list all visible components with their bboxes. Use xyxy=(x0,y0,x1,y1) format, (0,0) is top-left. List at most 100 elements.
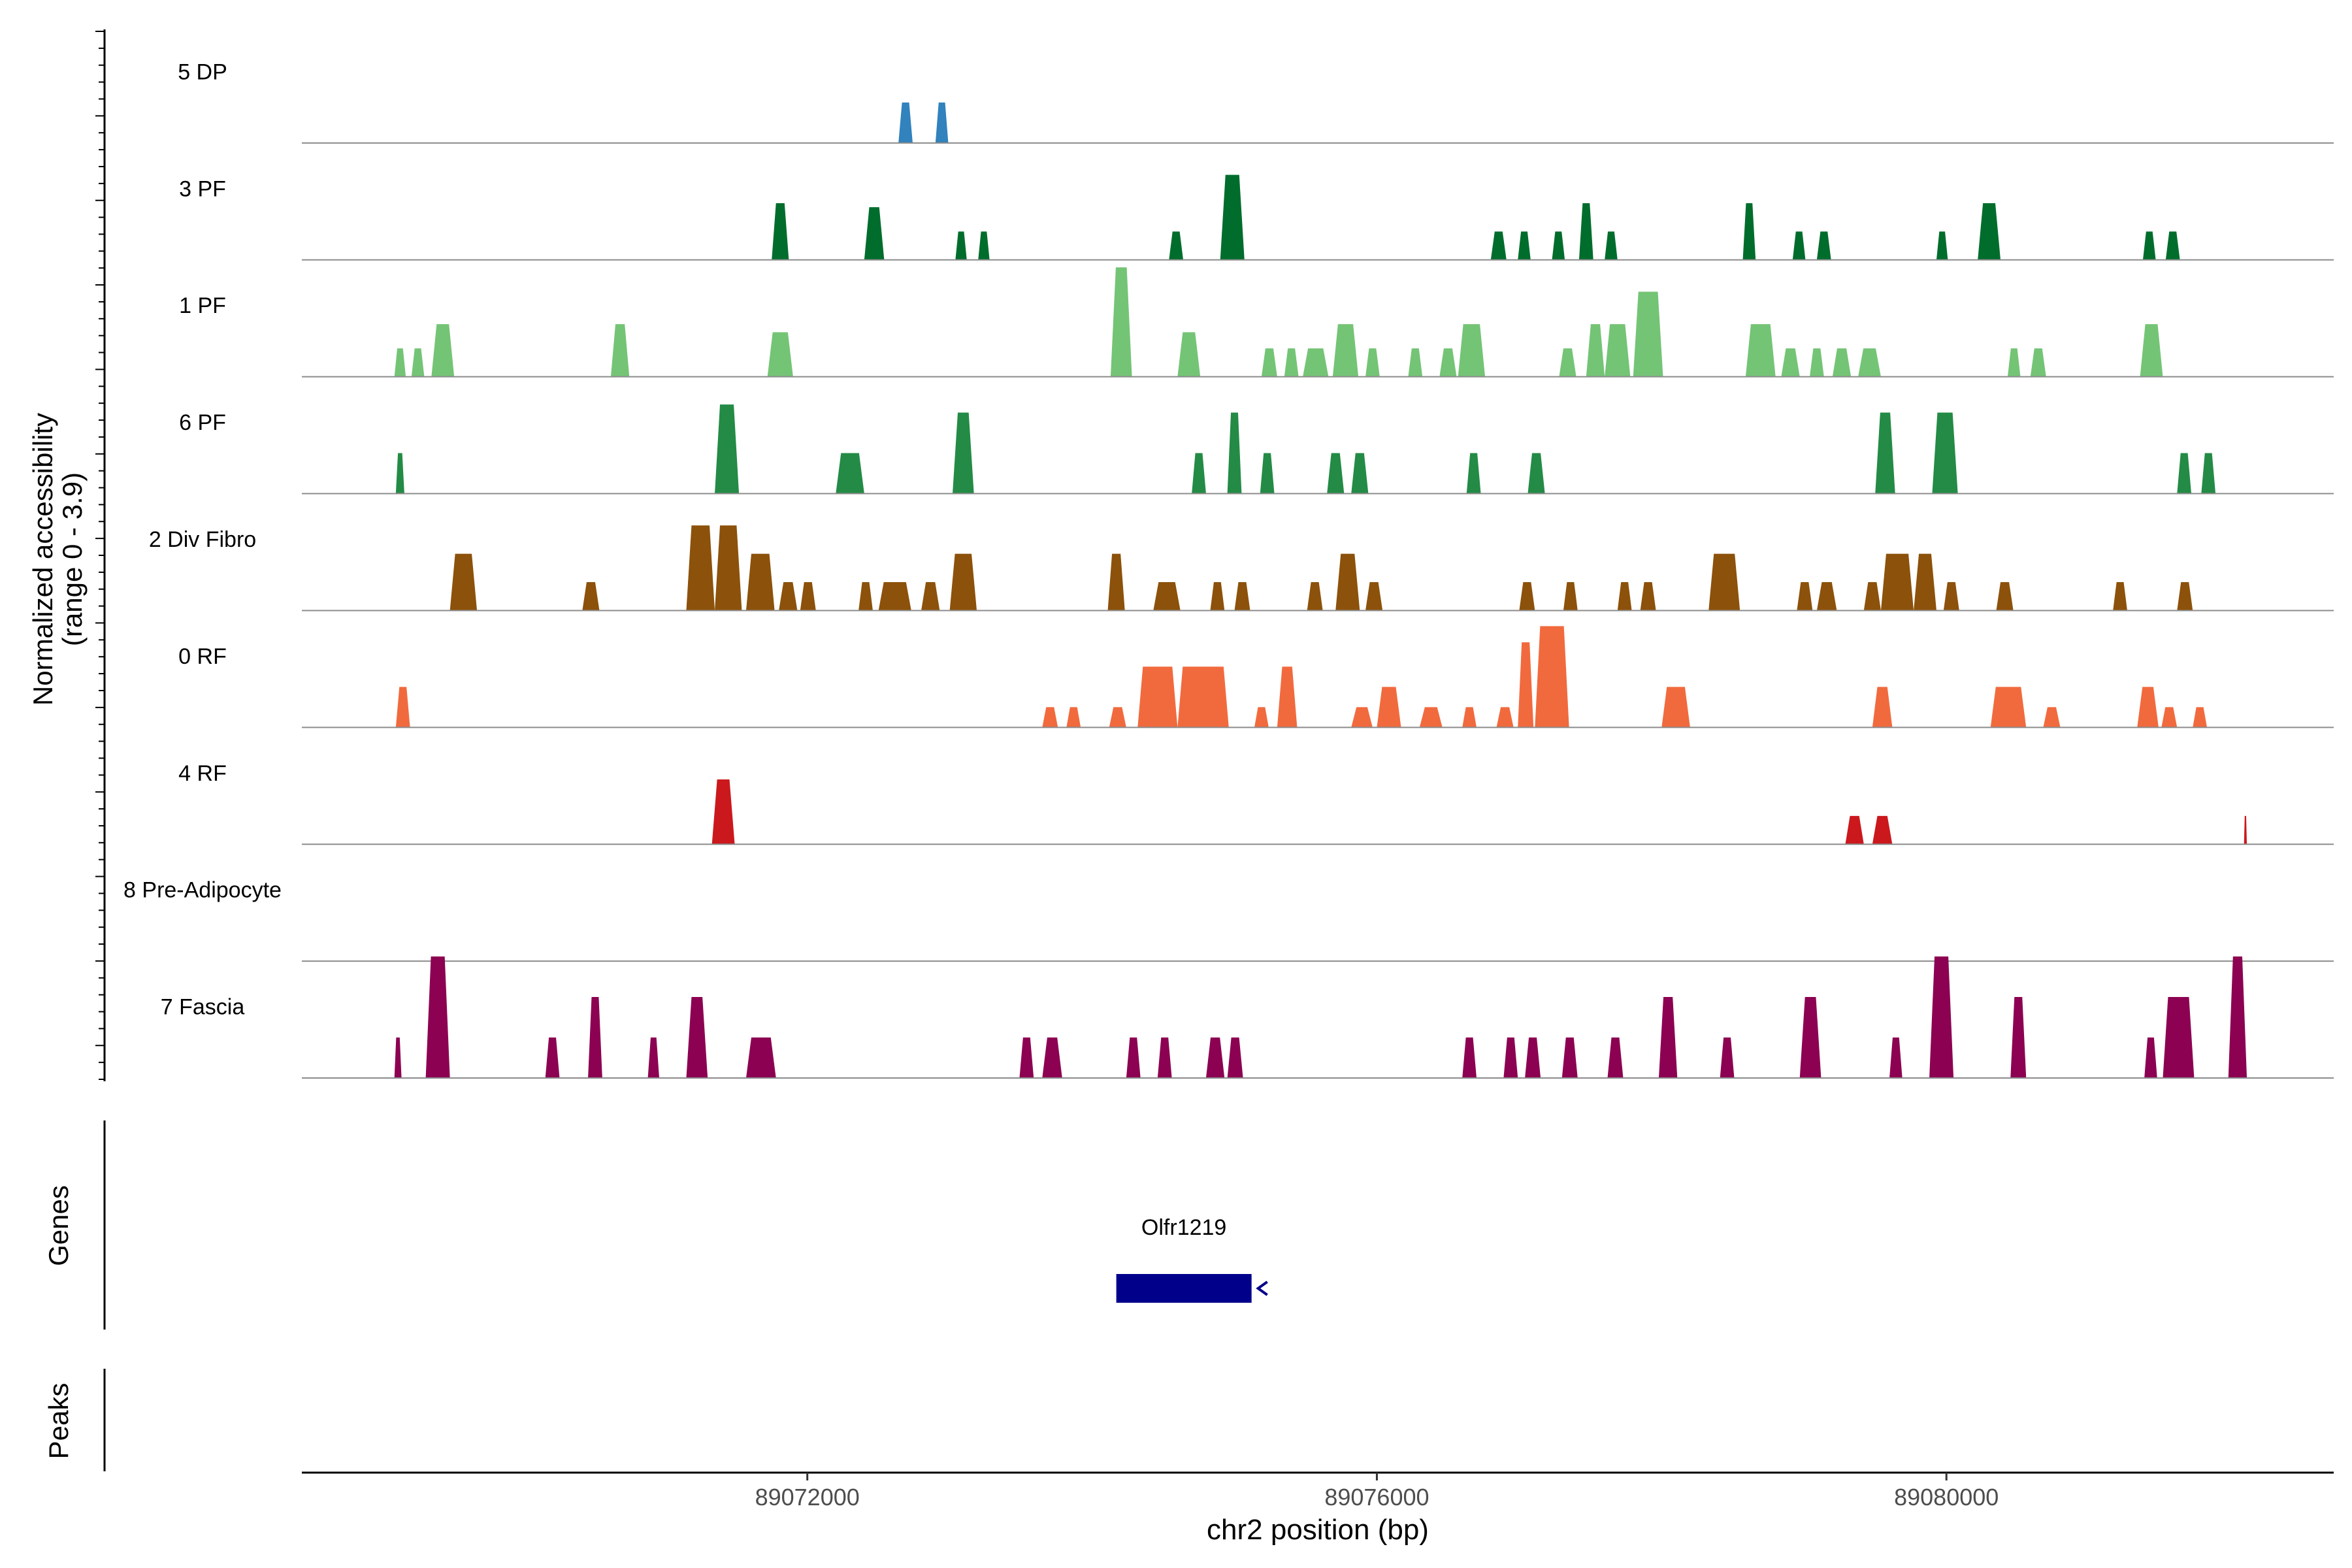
coverage-peak xyxy=(1914,553,1936,611)
coverage-peak xyxy=(1932,412,1958,494)
y-axis-range-label: (range 0 - 3.9) xyxy=(57,472,88,646)
coverage-peak xyxy=(2030,348,2046,377)
track-label: 2 Div Fibro xyxy=(149,527,256,552)
coverage-peak xyxy=(1832,348,1852,377)
coverage-peak xyxy=(745,553,775,611)
coverage-peak xyxy=(1578,203,1593,260)
coverage-peak xyxy=(1377,687,1401,728)
track-label: 6 PF xyxy=(179,410,226,435)
coverage-peak xyxy=(545,1037,560,1078)
coverage-peak xyxy=(2007,348,2021,377)
coverage-peak xyxy=(1210,582,1225,611)
coverage-peak xyxy=(1858,348,1881,377)
coverage-peak xyxy=(647,1037,660,1078)
coverage-peak xyxy=(1261,348,1277,377)
coverage-peak xyxy=(1792,231,1806,260)
coverage-peak xyxy=(1234,582,1250,611)
coverage-peak xyxy=(1781,348,1800,377)
coverage-peak xyxy=(1169,231,1184,260)
coverage-peak xyxy=(1327,453,1345,494)
coverage-peak xyxy=(767,332,793,377)
coverage-peak xyxy=(2165,231,2180,260)
coverage-peak xyxy=(1503,1037,1518,1078)
coverage-peak xyxy=(955,231,967,260)
coverage-peak xyxy=(1107,553,1125,611)
track-1-pf: 1 PF xyxy=(179,267,2334,378)
coverage-peak xyxy=(1929,956,1954,1078)
coverage-peak xyxy=(715,525,742,611)
track-7-fascia: 7 Fascia xyxy=(161,956,2334,1079)
coverage-peak xyxy=(1110,267,1132,377)
coverage-peak xyxy=(1720,1037,1735,1078)
coverage-peak xyxy=(2228,956,2247,1078)
coverage-peak xyxy=(1872,687,1893,728)
coverage-peak xyxy=(779,582,798,611)
track-label: 0 RF xyxy=(178,644,227,669)
track-4-rf: 4 RF xyxy=(178,761,2334,845)
coverage-peak xyxy=(1872,815,1893,845)
coverage-peak xyxy=(1996,582,2014,611)
coverage-peak xyxy=(1661,687,1690,728)
coverage-peak xyxy=(394,348,406,377)
coverage-peak xyxy=(1466,453,1481,494)
coverage-peak xyxy=(898,102,913,143)
coverage-peak xyxy=(1518,231,1531,260)
gene-label: Olfr1219 xyxy=(1141,1215,1226,1240)
x-axis: 89072000 89076000 89080000 chr2 position (… xyxy=(302,1471,2334,1546)
strand-arrow xyxy=(1256,1281,1268,1296)
coverage-peak xyxy=(582,582,600,611)
coverage-peak xyxy=(1797,582,1813,611)
coverage-peak xyxy=(1254,707,1269,728)
coverage-peak xyxy=(1351,707,1373,728)
coverage-peak xyxy=(1745,324,1776,377)
coverage-peak xyxy=(449,553,478,611)
coverage-peak xyxy=(395,687,410,728)
coverage-peak xyxy=(864,207,885,260)
peaks-panel: Peaks xyxy=(43,1369,106,1471)
coverage-peak xyxy=(610,324,630,377)
x-tick-label: 89076000 xyxy=(1324,1484,1429,1511)
coverage-peak xyxy=(1658,997,1678,1078)
coverage-peak xyxy=(2144,1037,2157,1078)
coverage-peak xyxy=(1332,324,1359,377)
coverage-peak xyxy=(2177,453,2192,494)
track-8-pre-adipocyte: 8 Pre-Adipocyte xyxy=(123,878,2334,962)
coverage-peak xyxy=(1408,348,1423,377)
coverage-peak xyxy=(425,956,450,1078)
track-6-pf: 6 PF xyxy=(179,404,2334,495)
gene-olfr1219: Olfr1219 xyxy=(1116,1215,1268,1303)
coverage-peak xyxy=(395,453,404,494)
coverage-peak xyxy=(1177,666,1229,728)
coverage-peak xyxy=(1458,324,1486,377)
track-label: 8 Pre-Adipocyte xyxy=(123,878,282,903)
coverage-peak xyxy=(1260,453,1275,494)
coverage-peak xyxy=(1192,453,1206,494)
coverage-peak xyxy=(921,582,940,611)
coverage-peak xyxy=(1177,332,1201,377)
coverage-peak xyxy=(2140,324,2163,377)
coverage-peak xyxy=(1936,231,1948,260)
coverage-peak xyxy=(2113,582,2127,611)
coverage-peak xyxy=(1708,553,1740,611)
track-label: 5 DP xyxy=(178,59,227,84)
coverage-peak xyxy=(1633,291,1663,377)
track-2-div-fibro: 2 Div Fibro xyxy=(149,525,2334,612)
x-tick-label: 89080000 xyxy=(1894,1484,1999,1511)
coverage-peak xyxy=(1990,687,2027,728)
track-label: 3 PF xyxy=(179,176,226,201)
coverage-peak xyxy=(1816,582,1837,611)
coverage-peak xyxy=(1439,348,1457,377)
coverage-peak xyxy=(1419,707,1443,728)
coverage-peak xyxy=(711,779,735,845)
genes-panel: Genes Olfr1219 xyxy=(43,1120,1268,1330)
coverage-peak xyxy=(1157,1037,1172,1078)
coverage-peak xyxy=(1042,707,1058,728)
coverage-peak xyxy=(1527,453,1545,494)
coverage-peak xyxy=(1126,1037,1141,1078)
strand-arrow xyxy=(1175,1281,1188,1296)
track-label: 1 PF xyxy=(179,293,226,318)
x-ticks-group: 89072000 89076000 89080000 xyxy=(755,1473,1999,1511)
coverage-peak xyxy=(978,231,990,260)
track-label: 7 Fascia xyxy=(161,995,245,1020)
coverage-peak xyxy=(1490,231,1507,260)
